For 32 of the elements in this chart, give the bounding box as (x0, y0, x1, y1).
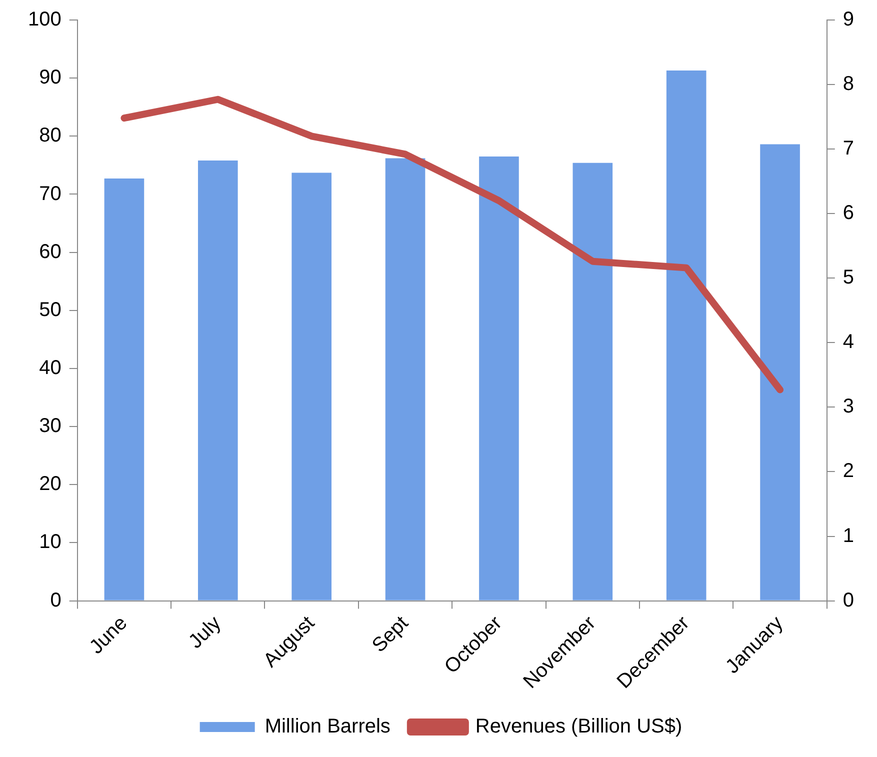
bar (385, 158, 426, 600)
y-tick-label: 0 (50, 589, 62, 612)
y-tick-label: 70 (39, 182, 62, 205)
bar (104, 178, 144, 600)
y2-tick-label: 3 (842, 396, 854, 418)
y2-tick-label: 8 (842, 73, 854, 96)
legend-label: Revenues (Billion US$) (475, 716, 682, 738)
bar (666, 70, 706, 600)
y-tick-label: 50 (39, 298, 62, 321)
y2-tick-label: 2 (842, 460, 854, 482)
y2-tick-label: 5 (842, 266, 854, 289)
y-tick-label: 10 (39, 531, 62, 554)
y2-tick-label: 0 (842, 589, 854, 612)
bar (292, 172, 332, 600)
y2-tick-label: 9 (842, 8, 854, 31)
y-tick-label: 90 (39, 66, 62, 89)
y-tick-label: 60 (39, 240, 62, 263)
y-tick-label: 40 (39, 356, 62, 379)
legend-label: Million Barrels (264, 716, 390, 738)
y2-tick-label: 4 (842, 331, 854, 354)
bar (760, 144, 800, 600)
bar (572, 162, 613, 600)
bar (198, 160, 238, 600)
y2-tick-label: 7 (842, 138, 854, 160)
x-tick-label: July (184, 612, 226, 653)
y-tick-label: 100 (28, 8, 62, 31)
y-tick-label: 20 (39, 473, 62, 496)
y-tick-label: 30 (39, 415, 62, 438)
y-tick-label: 80 (39, 124, 62, 147)
y2-tick-label: 6 (842, 202, 854, 224)
y2-tick-label: 1 (842, 524, 854, 547)
bar (479, 156, 519, 600)
